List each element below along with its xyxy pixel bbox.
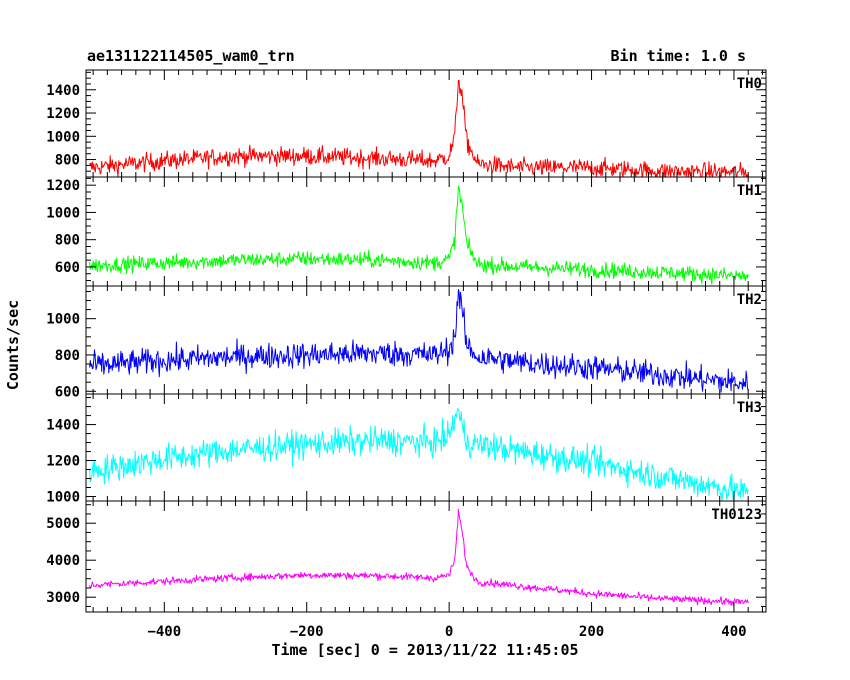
x-axis-label: Time [sec] 0 = 2013/11/22 11:45:05 (271, 641, 578, 659)
series-line-th0123 (89, 508, 749, 607)
y-tick-label: 800 (55, 153, 80, 169)
x-axis-ticks: −400 −200 0 200 400 (147, 624, 746, 640)
y-tick-label: 1200 (46, 178, 80, 194)
y-tick-label: 1000 (46, 129, 80, 145)
x-tick-label: −400 (147, 624, 181, 640)
bin-time-label: Bin time: 1.0 s (611, 47, 746, 65)
panel-th1: 600 800 1000 1200 TH1 (46, 176, 767, 287)
panel-label-th2: TH2 (737, 292, 762, 308)
y-tick-label: 1000 (46, 205, 80, 221)
chart-title: ae131122114505_wam0_trn (87, 47, 295, 65)
x-tick-label: 0 (445, 624, 453, 640)
y-tick-label: 3000 (46, 590, 80, 606)
y-axis-label: Counts/sec (4, 300, 22, 390)
panel-th0: 800 1000 1200 1400 TH0 (46, 69, 767, 178)
series-line-th1 (89, 185, 749, 285)
series-line-th0 (89, 79, 749, 178)
y-tick-label: 1400 (46, 83, 80, 99)
y-tick-label: 1000 (46, 312, 80, 328)
y-tick-label: 1200 (46, 106, 80, 122)
y-tick-label: 600 (55, 384, 80, 400)
x-tick-label: 400 (721, 624, 746, 640)
y-tick-label: 600 (55, 260, 80, 276)
panel-label-th1: TH1 (737, 183, 762, 199)
x-tick-label: −200 (290, 624, 324, 640)
x-tick-label: 200 (579, 624, 604, 640)
y-tick-label: 4000 (46, 553, 80, 569)
panel-th3: 1000 1200 1400 TH3 (46, 393, 767, 506)
panel-label-th3: TH3 (737, 400, 762, 416)
series-line-th3 (89, 407, 749, 502)
y-tick-label: 800 (55, 233, 80, 249)
panel-label-th0123: TH0123 (711, 507, 762, 523)
y-tick-label: 1000 (46, 490, 80, 506)
panel-th2: 600 800 1000 TH2 (46, 285, 767, 400)
panel-th0123: 3000 4000 5000 TH0123 (46, 500, 767, 613)
y-tick-label: 5000 (46, 516, 80, 532)
y-tick-label: 1200 (46, 454, 80, 470)
panel-label-th0: TH0 (737, 76, 762, 92)
panels-group: 800 1000 1200 1400 TH0 600 800 1000 1200 TH1 600 80… (46, 69, 767, 613)
series-line-th2 (89, 289, 749, 393)
y-tick-label: 1400 (46, 418, 80, 434)
panel-frame (85, 500, 767, 613)
y-tick-label: 800 (55, 348, 80, 364)
